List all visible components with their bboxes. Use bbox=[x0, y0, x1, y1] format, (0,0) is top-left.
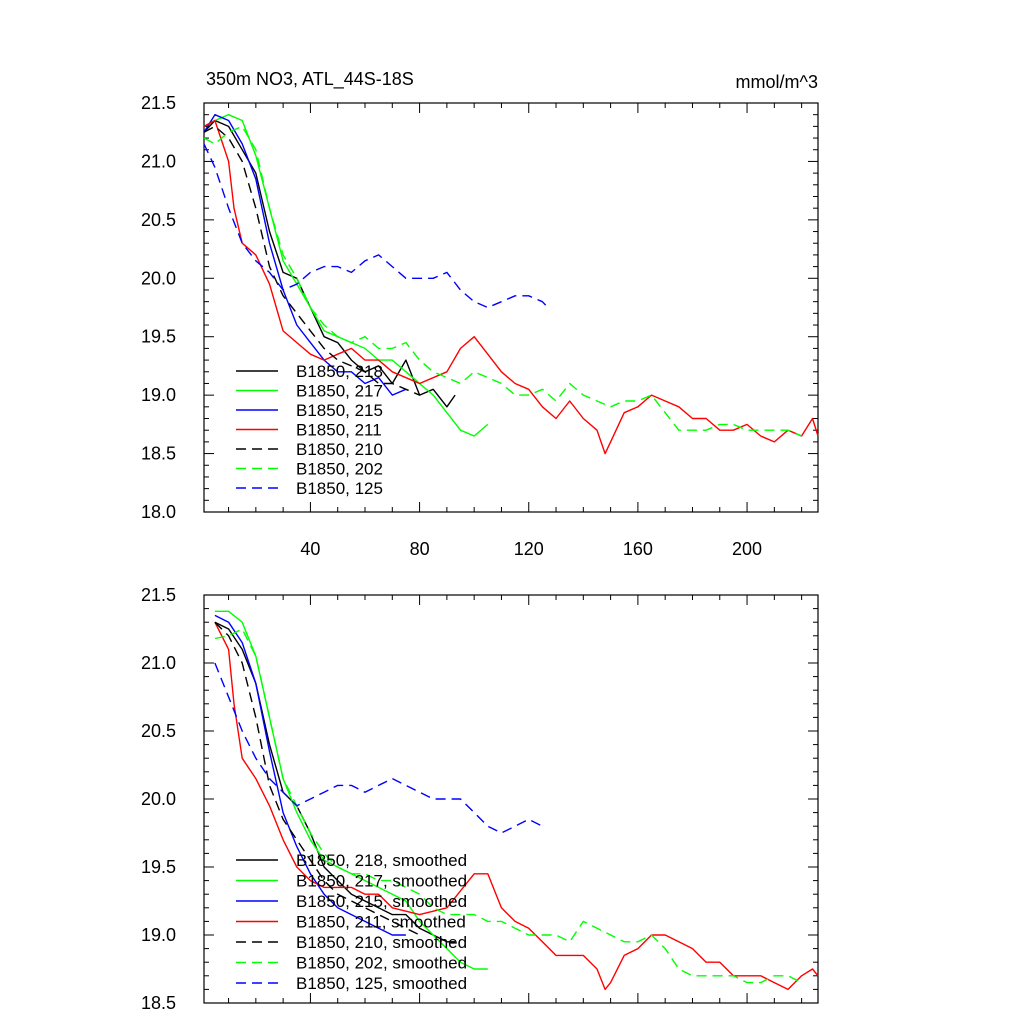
series-line-2-4 bbox=[214, 621, 819, 991]
legend-label: B1850, 211 bbox=[296, 421, 382, 440]
y-tick-label: 20.0 bbox=[141, 268, 176, 288]
legend-label: B1850, 202, smoothed bbox=[296, 954, 467, 973]
x-tick-label: 160 bbox=[623, 539, 653, 559]
y-tick-label: 18.5 bbox=[141, 444, 176, 464]
series-line-1-2 bbox=[203, 113, 489, 437]
units-label: mmol/m^3 bbox=[736, 72, 818, 92]
y-tick-label: 21.5 bbox=[141, 93, 176, 113]
legend-label: B1850, 210, smoothed bbox=[296, 933, 467, 952]
legend-label: B1850, 202 bbox=[296, 460, 383, 479]
y-tick-label: 18.5 bbox=[141, 993, 176, 1013]
x-tick-label: 120 bbox=[514, 539, 544, 559]
series-line-2-5 bbox=[214, 621, 420, 936]
legend-label: B1850, 125, smoothed bbox=[296, 974, 467, 993]
y-tick-label: 18.0 bbox=[141, 502, 176, 522]
legend-label: B1850, 218, smoothed bbox=[296, 851, 467, 870]
series-line-2-7 bbox=[214, 662, 543, 834]
x-tick-label: 40 bbox=[300, 539, 320, 559]
y-tick-label: 19.5 bbox=[141, 327, 176, 347]
y-tick-label: 21.5 bbox=[141, 585, 176, 605]
legend-label: B1850, 217 bbox=[296, 382, 383, 401]
legend-label: B1850, 210 bbox=[296, 440, 383, 459]
legend-label: B1850, 218 bbox=[296, 362, 383, 381]
y-tick-label: 21.0 bbox=[141, 653, 176, 673]
legend-label: B1850, 211, smoothed bbox=[296, 913, 466, 932]
series-line-1-5 bbox=[203, 125, 420, 396]
chart-title: 350m NO3, ATL_44S-18S bbox=[206, 69, 414, 90]
y-tick-label: 20.0 bbox=[141, 789, 176, 809]
y-tick-label: 20.5 bbox=[141, 210, 176, 230]
series-line-1-3 bbox=[203, 113, 407, 396]
legend-label: B1850, 217, smoothed bbox=[296, 872, 467, 891]
x-tick-label: 80 bbox=[410, 539, 430, 559]
legend-label: B1850, 215 bbox=[296, 401, 383, 420]
x-tick-label: 200 bbox=[732, 539, 762, 559]
series-line-2-6 bbox=[214, 628, 802, 984]
y-tick-label: 20.5 bbox=[141, 721, 176, 741]
legend-label: B1850, 215, smoothed bbox=[296, 892, 467, 911]
y-tick-label: 19.5 bbox=[141, 857, 176, 877]
y-tick-label: 19.0 bbox=[141, 925, 176, 945]
y-tick-label: 19.0 bbox=[141, 385, 176, 405]
series-line-1-7 bbox=[203, 143, 549, 309]
series-line-1-1 bbox=[203, 119, 456, 408]
series-line-1-6 bbox=[203, 125, 802, 437]
plot-frame-1 bbox=[203, 102, 819, 513]
legend-label: B1850, 125 bbox=[296, 479, 383, 498]
series-line-2-3 bbox=[214, 614, 406, 936]
y-tick-label: 21.0 bbox=[141, 151, 176, 171]
series-line-1-4 bbox=[203, 119, 819, 455]
